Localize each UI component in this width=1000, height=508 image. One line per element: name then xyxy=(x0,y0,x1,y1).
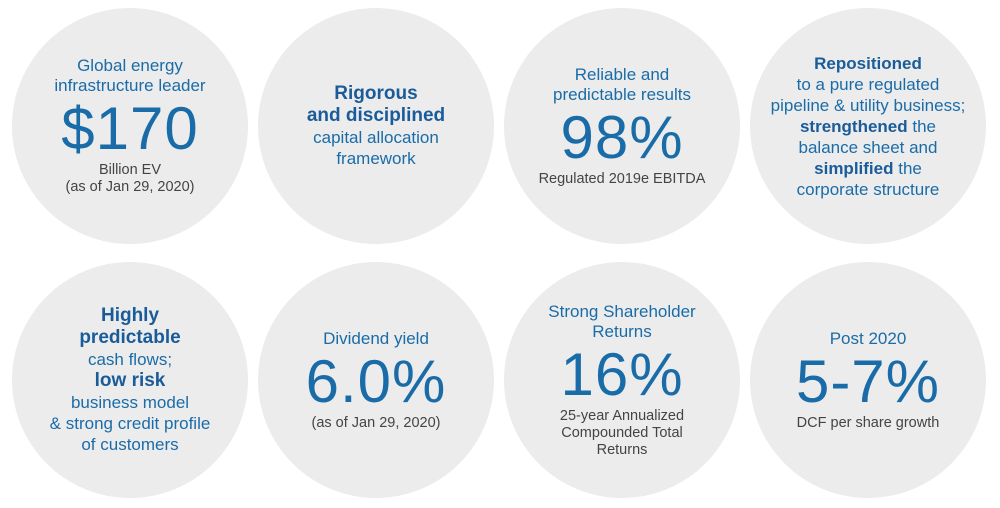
dcf-sub: DCF per share growth xyxy=(796,414,940,431)
capital-line-4: framework xyxy=(336,149,416,168)
dividend-label: Dividend yield xyxy=(323,328,429,348)
cashflow-line-7: of customers xyxy=(81,435,179,454)
capital-line-3: capital allocation xyxy=(313,128,439,147)
repositioned-line-2: to a pure regulated xyxy=(796,74,940,94)
circle-dcf-growth: Post 2020 5-7% DCF per share growth xyxy=(750,262,986,498)
repositioned-line-1: Repositioned xyxy=(814,53,922,73)
returns-label-line-2: Returns xyxy=(592,321,652,341)
circle-repositioned: Repositioned to a pure regulated pipelin… xyxy=(750,8,986,244)
returns-label-line-1: Strong Shareholder xyxy=(548,301,696,321)
ebitda-label-line-2: predictable results xyxy=(553,84,691,104)
cashflow-line-5: business model xyxy=(70,393,190,412)
cashflow-line-3: cash flows; xyxy=(87,350,173,369)
ev-sub-line-2: (as of Jan 29, 2020) xyxy=(65,179,195,195)
ebitda-value: 98% xyxy=(560,103,684,171)
ebitda-sub-line-1: Regulated 2019e EBITDA xyxy=(538,170,706,187)
repositioned-line-6: simplified the xyxy=(814,158,922,179)
circle-regulated-ebitda: Reliable and predictable results 98% Reg… xyxy=(504,8,740,244)
circle-dividend-yield: Dividend yield 6.0% (as of Jan 29, 2020) xyxy=(258,262,494,498)
simplified-rest: the xyxy=(893,158,922,178)
capital-line-2: and disciplined xyxy=(306,105,446,126)
ev-value: $170 xyxy=(61,95,199,162)
simplified-text: simplified xyxy=(814,158,894,178)
ev-label-line-1: Global energy xyxy=(77,56,183,75)
returns-sub-line-2: Compounded Total xyxy=(561,424,683,441)
cashflow-line-1: Highly xyxy=(100,305,160,326)
repositioned-line-4: strengthened the xyxy=(800,116,936,137)
cashflow-line-2: predictable xyxy=(79,327,181,348)
returns-sub-line-1: 25-year Annualized xyxy=(559,407,685,424)
cashflow-line-6: & strong credit profile xyxy=(49,414,211,433)
capital-line-1: Rigorous xyxy=(334,83,418,104)
circle-capital-allocation: Rigorous and disciplined capital allocat… xyxy=(258,8,494,244)
ev-label-line-2: infrastructure leader xyxy=(54,76,206,95)
repositioned-line-7: corporate structure xyxy=(796,179,940,199)
returns-value: 16% xyxy=(560,340,684,408)
repositioned-line-5: balance sheet and xyxy=(798,137,938,157)
dividend-sub: (as of Jan 29, 2020) xyxy=(311,414,441,431)
dcf-value: 5-7% xyxy=(795,347,941,415)
circle-cash-flows: Highly predictable cash flows; low risk … xyxy=(12,262,248,498)
dcf-label: Post 2020 xyxy=(829,328,907,348)
cashflow-line-4: low risk xyxy=(94,370,166,391)
circle-shareholder-returns: Strong Shareholder Returns 16% 25-year A… xyxy=(504,262,740,498)
returns-sub-line-3: Returns xyxy=(596,441,648,458)
ev-sub-line-1: Billion EV xyxy=(98,162,162,178)
circle-ev: Global energy infrastructure leader $170… xyxy=(12,8,248,244)
repositioned-line-3: pipeline & utility business; xyxy=(770,95,966,115)
dividend-value: 6.0% xyxy=(305,347,447,415)
ebitda-label-line-1: Reliable and xyxy=(574,64,670,84)
strengthened-text: strengthened xyxy=(799,116,908,136)
strengthened-rest: the xyxy=(907,116,937,136)
